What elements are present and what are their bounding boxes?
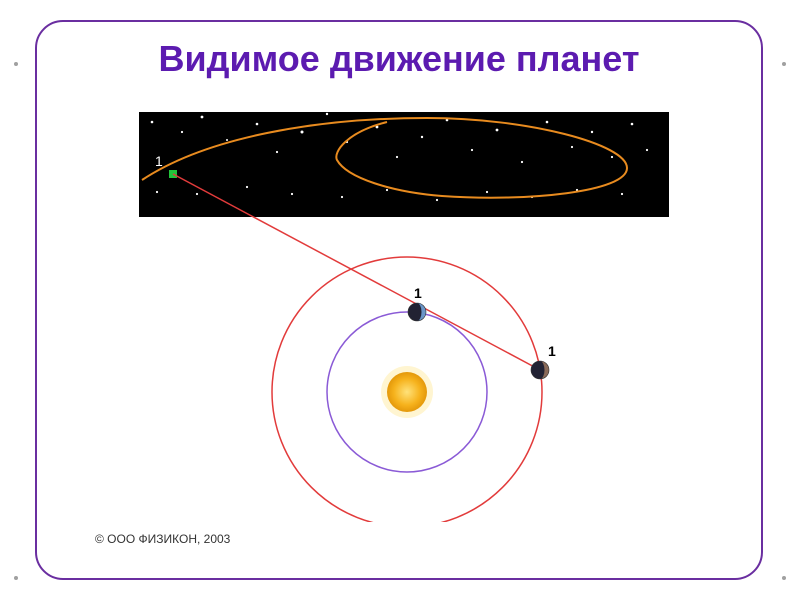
copyright-text: © ООО ФИЗИКОН, 2003 [95,532,230,546]
diagram: 1 1 1 [87,102,687,512]
sun-icon [387,372,427,412]
projected-marker-label: 1 [155,153,163,169]
earth-planet-label: 1 [414,285,422,301]
star-field-panel: 1 [139,112,669,217]
planetary-motion-svg: 111 [87,102,687,522]
slide-frame: Видимое движение планет 111 © ООО ФИЗИКО… [35,20,763,580]
mars-planet-label: 1 [548,343,556,359]
solar-system: 11 [272,257,556,522]
page-title: Видимое движение планет [37,38,761,80]
earth-planet: 1 [408,285,426,321]
